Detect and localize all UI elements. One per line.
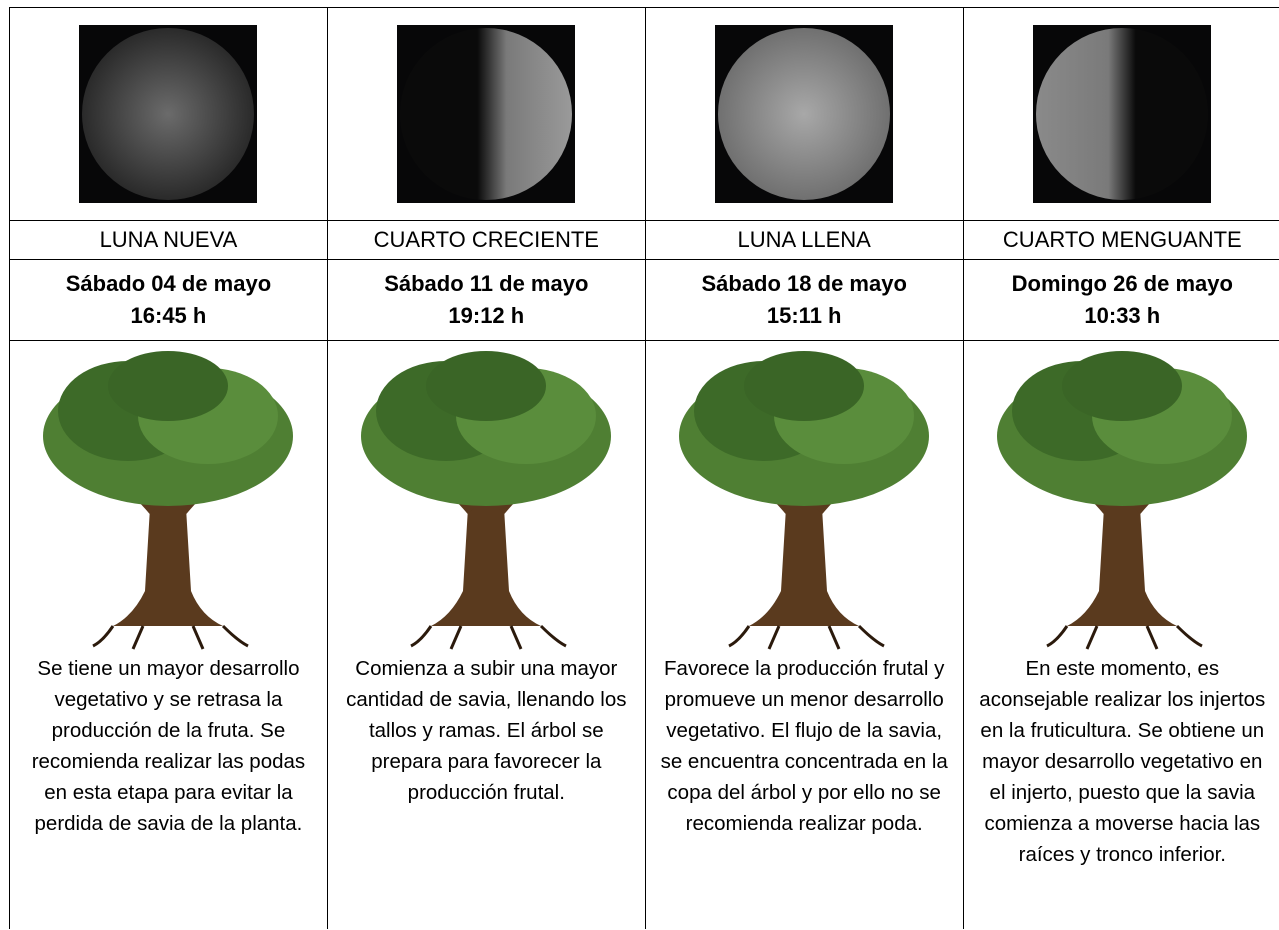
cell: Favorece la producción frutal y promueve… — [644, 340, 964, 929]
phase-name: LUNA LLENA — [644, 220, 964, 260]
date: Domingo 26 de mayo — [1011, 271, 1233, 296]
tree-illustration — [679, 351, 930, 650]
description: Comienza a subir una mayor cantidad de s… — [346, 657, 627, 804]
tree-illustration — [361, 351, 612, 650]
description: En este momento, es aconsejable realizar… — [979, 657, 1266, 866]
cell: Domingo 26 de mayo 10:33 h — [962, 259, 1279, 341]
moon-table: LUNA NUEVA CUARTO CRECIENTE LUNA LLENA C… — [9, 7, 1279, 929]
moon-image — [1033, 25, 1212, 203]
date: Sábado 11 de mayo — [384, 271, 589, 296]
phase-name: CUARTO MENGUANTE — [962, 220, 1279, 260]
cell: Comienza a subir una mayor cantidad de s… — [326, 340, 646, 929]
moon-image — [715, 25, 894, 203]
moon-image — [397, 25, 576, 203]
cell — [962, 7, 1279, 221]
tree-illustration — [997, 351, 1248, 650]
phase-name: LUNA NUEVA — [9, 220, 328, 260]
time: 16:45 h — [130, 303, 207, 328]
time: 10:33 h — [1084, 303, 1161, 328]
cell: Sábado 18 de mayo 15:11 h — [644, 259, 964, 341]
moon-image — [79, 25, 258, 203]
cell: Sábado 04 de mayo 16:45 h — [9, 259, 328, 341]
tree-illustration — [43, 351, 294, 650]
cell — [644, 7, 964, 221]
time: 15:11 h — [766, 303, 842, 328]
cell — [9, 7, 328, 221]
description: Se tiene un mayor desarrollo vegetativo … — [31, 657, 306, 835]
date: Sábado 04 de mayo — [65, 271, 272, 296]
cell — [326, 7, 646, 221]
cell: Se tiene un mayor desarrollo vegetativo … — [9, 340, 328, 929]
cell: Sábado 11 de mayo 19:12 h — [326, 259, 646, 341]
phase-name: CUARTO CRECIENTE — [326, 220, 646, 260]
date: Sábado 18 de mayo — [701, 271, 907, 296]
time: 19:12 h — [448, 303, 525, 328]
cell: En este momento, es aconsejable realizar… — [962, 340, 1279, 929]
description: Favorece la producción frutal y promueve… — [660, 657, 948, 835]
